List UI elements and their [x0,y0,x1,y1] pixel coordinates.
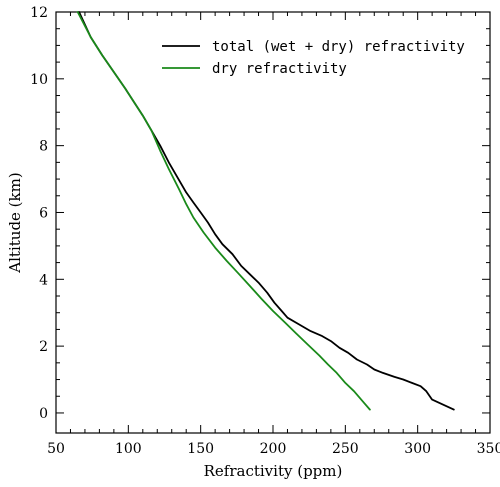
y-tick-label: 4 [39,272,48,288]
legend-label-1: dry refractivity [212,61,347,77]
x-tick-label: 350 [477,441,500,457]
y-tick-label: 8 [39,139,48,155]
y-tick-label: 10 [30,72,48,88]
ticks-layer: 50 100 150 200 250 300 350 0 2 4 6 8 10 12 [30,5,500,457]
series-layer [76,11,455,411]
x-tick-label: 250 [332,441,359,457]
y-tick-label: 2 [39,339,48,355]
x-tick-label: 200 [260,441,287,457]
legend-label-0: total (wet + dry) refractivity [212,39,465,55]
y-tick-label: 12 [30,5,48,21]
legend: total (wet + dry) refractivity dry refrac… [162,39,465,77]
y-tick-label: 0 [39,406,48,422]
x-tick-label: 300 [404,441,431,457]
x-axis-title: Refractivity (ppm) [204,462,343,480]
x-tick-label: 150 [187,441,214,457]
x-tick-label: 50 [47,441,65,457]
x-tick-label: 100 [115,441,142,457]
series-line-1 [76,11,371,411]
y-axis-title: Altitude (km) [6,172,24,273]
y-tick-label: 6 [39,205,48,221]
